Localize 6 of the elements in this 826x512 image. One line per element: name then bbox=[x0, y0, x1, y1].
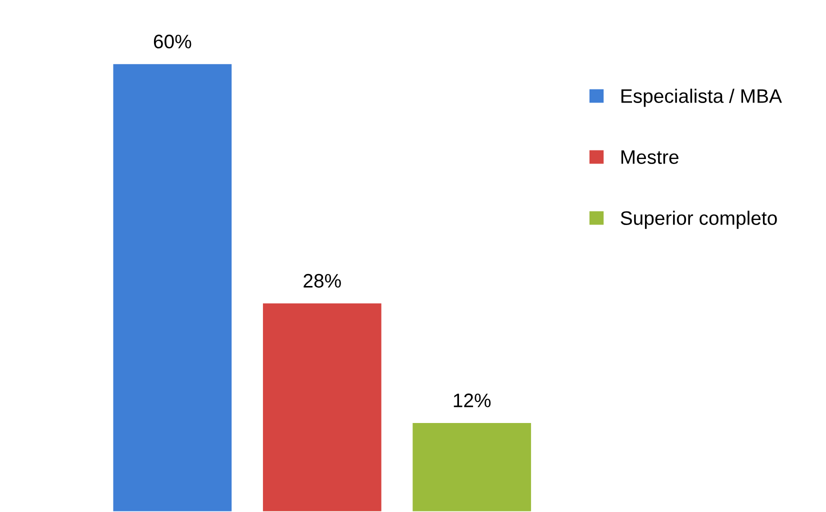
data-label: 12% bbox=[454, 394, 491, 408]
data-label: 28% bbox=[304, 274, 341, 288]
legend-label: Especialista / MBA bbox=[621, 88, 782, 107]
legend-label: Mestre bbox=[621, 150, 678, 164]
data-label: 60% bbox=[154, 34, 192, 48]
legend-label: Superior completo bbox=[620, 210, 777, 229]
